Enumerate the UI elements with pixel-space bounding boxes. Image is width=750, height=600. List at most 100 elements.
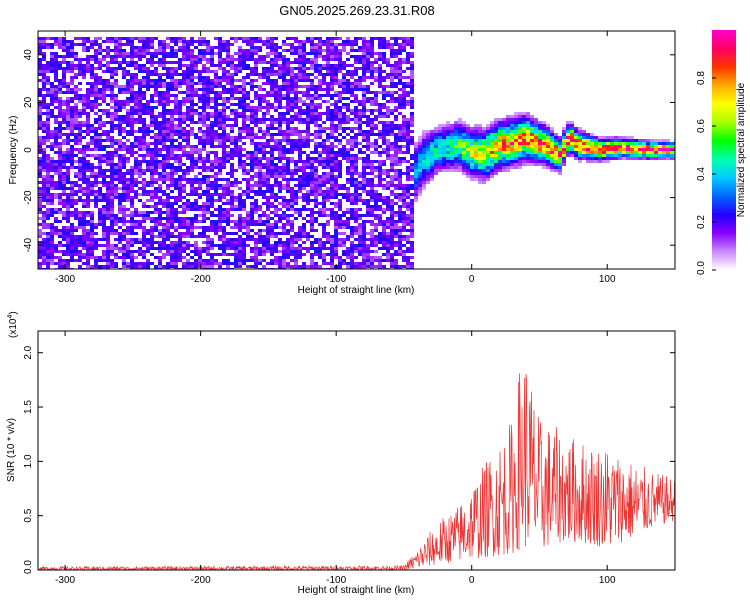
heatmap-cell [294, 169, 298, 172]
heatmap-cell [330, 94, 334, 97]
heatmap-cell [342, 43, 346, 46]
heatmap-cell [334, 247, 338, 250]
heatmap-cell [142, 127, 146, 130]
heatmap-cell [198, 187, 202, 190]
heatmap-cell [298, 118, 302, 121]
heatmap-cell [118, 163, 122, 166]
heatmap-cell [370, 40, 374, 43]
heatmap-cell [294, 52, 298, 55]
heatmap-cell [162, 121, 166, 124]
heatmap-cell [94, 67, 98, 70]
heatmap-cell [242, 244, 246, 247]
heatmap-cell [90, 172, 94, 175]
heatmap-cell [198, 127, 202, 130]
heatmap-cell [370, 199, 374, 202]
heatmap-cell [118, 61, 122, 64]
heatmap-cell [214, 190, 218, 193]
heatmap-cell [230, 154, 234, 157]
heatmap-cell [294, 241, 298, 244]
heatmap-cell [214, 46, 218, 49]
heatmap-cell [50, 103, 54, 106]
heatmap-cell [242, 163, 246, 166]
heatmap-cell [74, 181, 78, 184]
heatmap-cell [206, 226, 210, 229]
heatmap-cell [334, 250, 338, 253]
heatmap-cell [250, 109, 254, 112]
heatmap-cell [134, 250, 138, 253]
heatmap-cell [286, 100, 290, 103]
heatmap-cell [78, 244, 82, 247]
heatmap-cell [294, 250, 298, 253]
heatmap-cell [122, 187, 126, 190]
heatmap-cell [198, 79, 202, 82]
heatmap-cell [166, 94, 170, 97]
heatmap-cell [182, 118, 186, 121]
heatmap-cell [366, 190, 370, 193]
heatmap-cell [178, 136, 182, 139]
heatmap-cell [90, 247, 94, 250]
heatmap-cell [106, 226, 110, 229]
heatmap-cell [94, 175, 98, 178]
heatmap-cell [66, 253, 70, 256]
heatmap-cell [274, 172, 278, 175]
heatmap-cell [374, 196, 378, 199]
heatmap-cell [162, 223, 166, 226]
heatmap-cell [290, 103, 294, 106]
heatmap-cell [350, 262, 354, 265]
heatmap-cell [282, 217, 286, 220]
heatmap-cell [214, 79, 218, 82]
heatmap-cell [66, 97, 70, 100]
heatmap-cell [282, 253, 286, 256]
heatmap-cell [114, 220, 118, 223]
heatmap-cell [138, 193, 142, 196]
heatmap-cell [274, 37, 278, 40]
heatmap-cell [194, 145, 198, 148]
heatmap-cell [366, 70, 370, 73]
heatmap-cell [218, 118, 222, 121]
heatmap-cell [330, 88, 334, 91]
heatmap-cell [178, 85, 182, 88]
heatmap-cell [322, 43, 326, 46]
heatmap-cell [182, 40, 186, 43]
heatmap-cell [354, 238, 358, 241]
heatmap-cell [318, 181, 322, 184]
heatmap-cell [270, 73, 274, 76]
heatmap-cell [42, 142, 46, 145]
heatmap-cell [86, 82, 90, 85]
heatmap-cell [158, 124, 162, 127]
heatmap-cell [110, 166, 114, 169]
heatmap-cell [54, 79, 58, 82]
heatmap-cell [218, 217, 222, 220]
heatmap-cell [366, 130, 370, 133]
heatmap-cell [214, 100, 218, 103]
heatmap-cell [290, 127, 294, 130]
heatmap-cell [302, 61, 306, 64]
heatmap-cell [282, 178, 286, 181]
heatmap-cell [334, 103, 338, 106]
heatmap-cell [190, 37, 194, 40]
heatmap-cell [258, 169, 262, 172]
heatmap-cell [210, 91, 214, 94]
heatmap-cell [322, 142, 326, 145]
heatmap-cell [70, 70, 74, 73]
heatmap-cell [198, 73, 202, 76]
heatmap-cell [286, 118, 290, 121]
heatmap-cell [54, 217, 58, 220]
heatmap-cell [98, 91, 102, 94]
heatmap-cell [314, 55, 318, 58]
heatmap-cell [370, 127, 374, 130]
heatmap-cell [106, 235, 110, 238]
heatmap-cell [134, 214, 138, 217]
heatmap-cell [42, 58, 46, 61]
heatmap-cell [262, 178, 266, 181]
heatmap-cell [186, 70, 190, 73]
heatmap-cell [262, 259, 266, 262]
heatmap-cell [146, 205, 150, 208]
heatmap-cell [46, 241, 50, 244]
heatmap-cell [310, 190, 314, 193]
heatmap-cell [210, 247, 214, 250]
heatmap-cell [214, 70, 218, 73]
heatmap-cell [294, 130, 298, 133]
heatmap-cell [374, 190, 378, 193]
